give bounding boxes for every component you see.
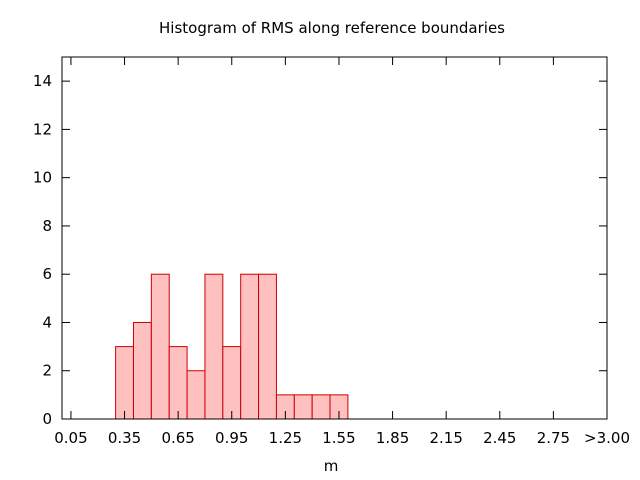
y-tick-label: 0 <box>42 410 52 428</box>
histogram-bar <box>258 273 277 420</box>
x-tick-label: 0.65 <box>161 429 194 447</box>
histogram-bar <box>311 394 331 420</box>
y-tick-label: 8 <box>42 217 52 235</box>
y-tick-label: 14 <box>33 72 52 90</box>
histogram-bar <box>186 370 206 420</box>
histogram-bar <box>240 273 260 420</box>
y-tick-label: 6 <box>42 265 52 283</box>
histogram-bar <box>222 346 242 420</box>
x-tick-label: 1.25 <box>269 429 302 447</box>
y-tick-label: 12 <box>33 120 52 138</box>
x-tick-label: 2.75 <box>537 429 570 447</box>
x-tick-label: 1.85 <box>376 429 409 447</box>
histogram-bar <box>150 273 170 420</box>
chart-title: Histogram of RMS along reference boundar… <box>159 19 505 37</box>
x-tick-label: 2.15 <box>429 429 462 447</box>
x-tick-label: >3.00 <box>584 429 630 447</box>
histogram-bar <box>115 346 134 420</box>
histogram-bar <box>168 346 188 420</box>
y-tick-label: 2 <box>42 362 52 380</box>
y-tick-label: 10 <box>33 169 52 187</box>
x-axis-label: m <box>324 457 339 475</box>
x-tick-label: 0.35 <box>108 429 141 447</box>
bars-group <box>115 273 349 420</box>
x-tick-label: 2.45 <box>483 429 516 447</box>
x-tick-label: 0.95 <box>215 429 248 447</box>
x-tick-label: 0.05 <box>54 429 87 447</box>
histogram-bar <box>293 394 313 420</box>
histogram-bar <box>204 273 224 420</box>
x-tick-label: 1.55 <box>322 429 355 447</box>
y-tick-label: 4 <box>42 313 52 331</box>
histogram-bar <box>132 321 152 420</box>
plot-frame <box>61 56 608 420</box>
ticks-group: 0 2 4 6 8 10 12 14 0.05 0.35 0.65 0.95 1.25 1.55 1.85 2… <box>33 57 630 447</box>
